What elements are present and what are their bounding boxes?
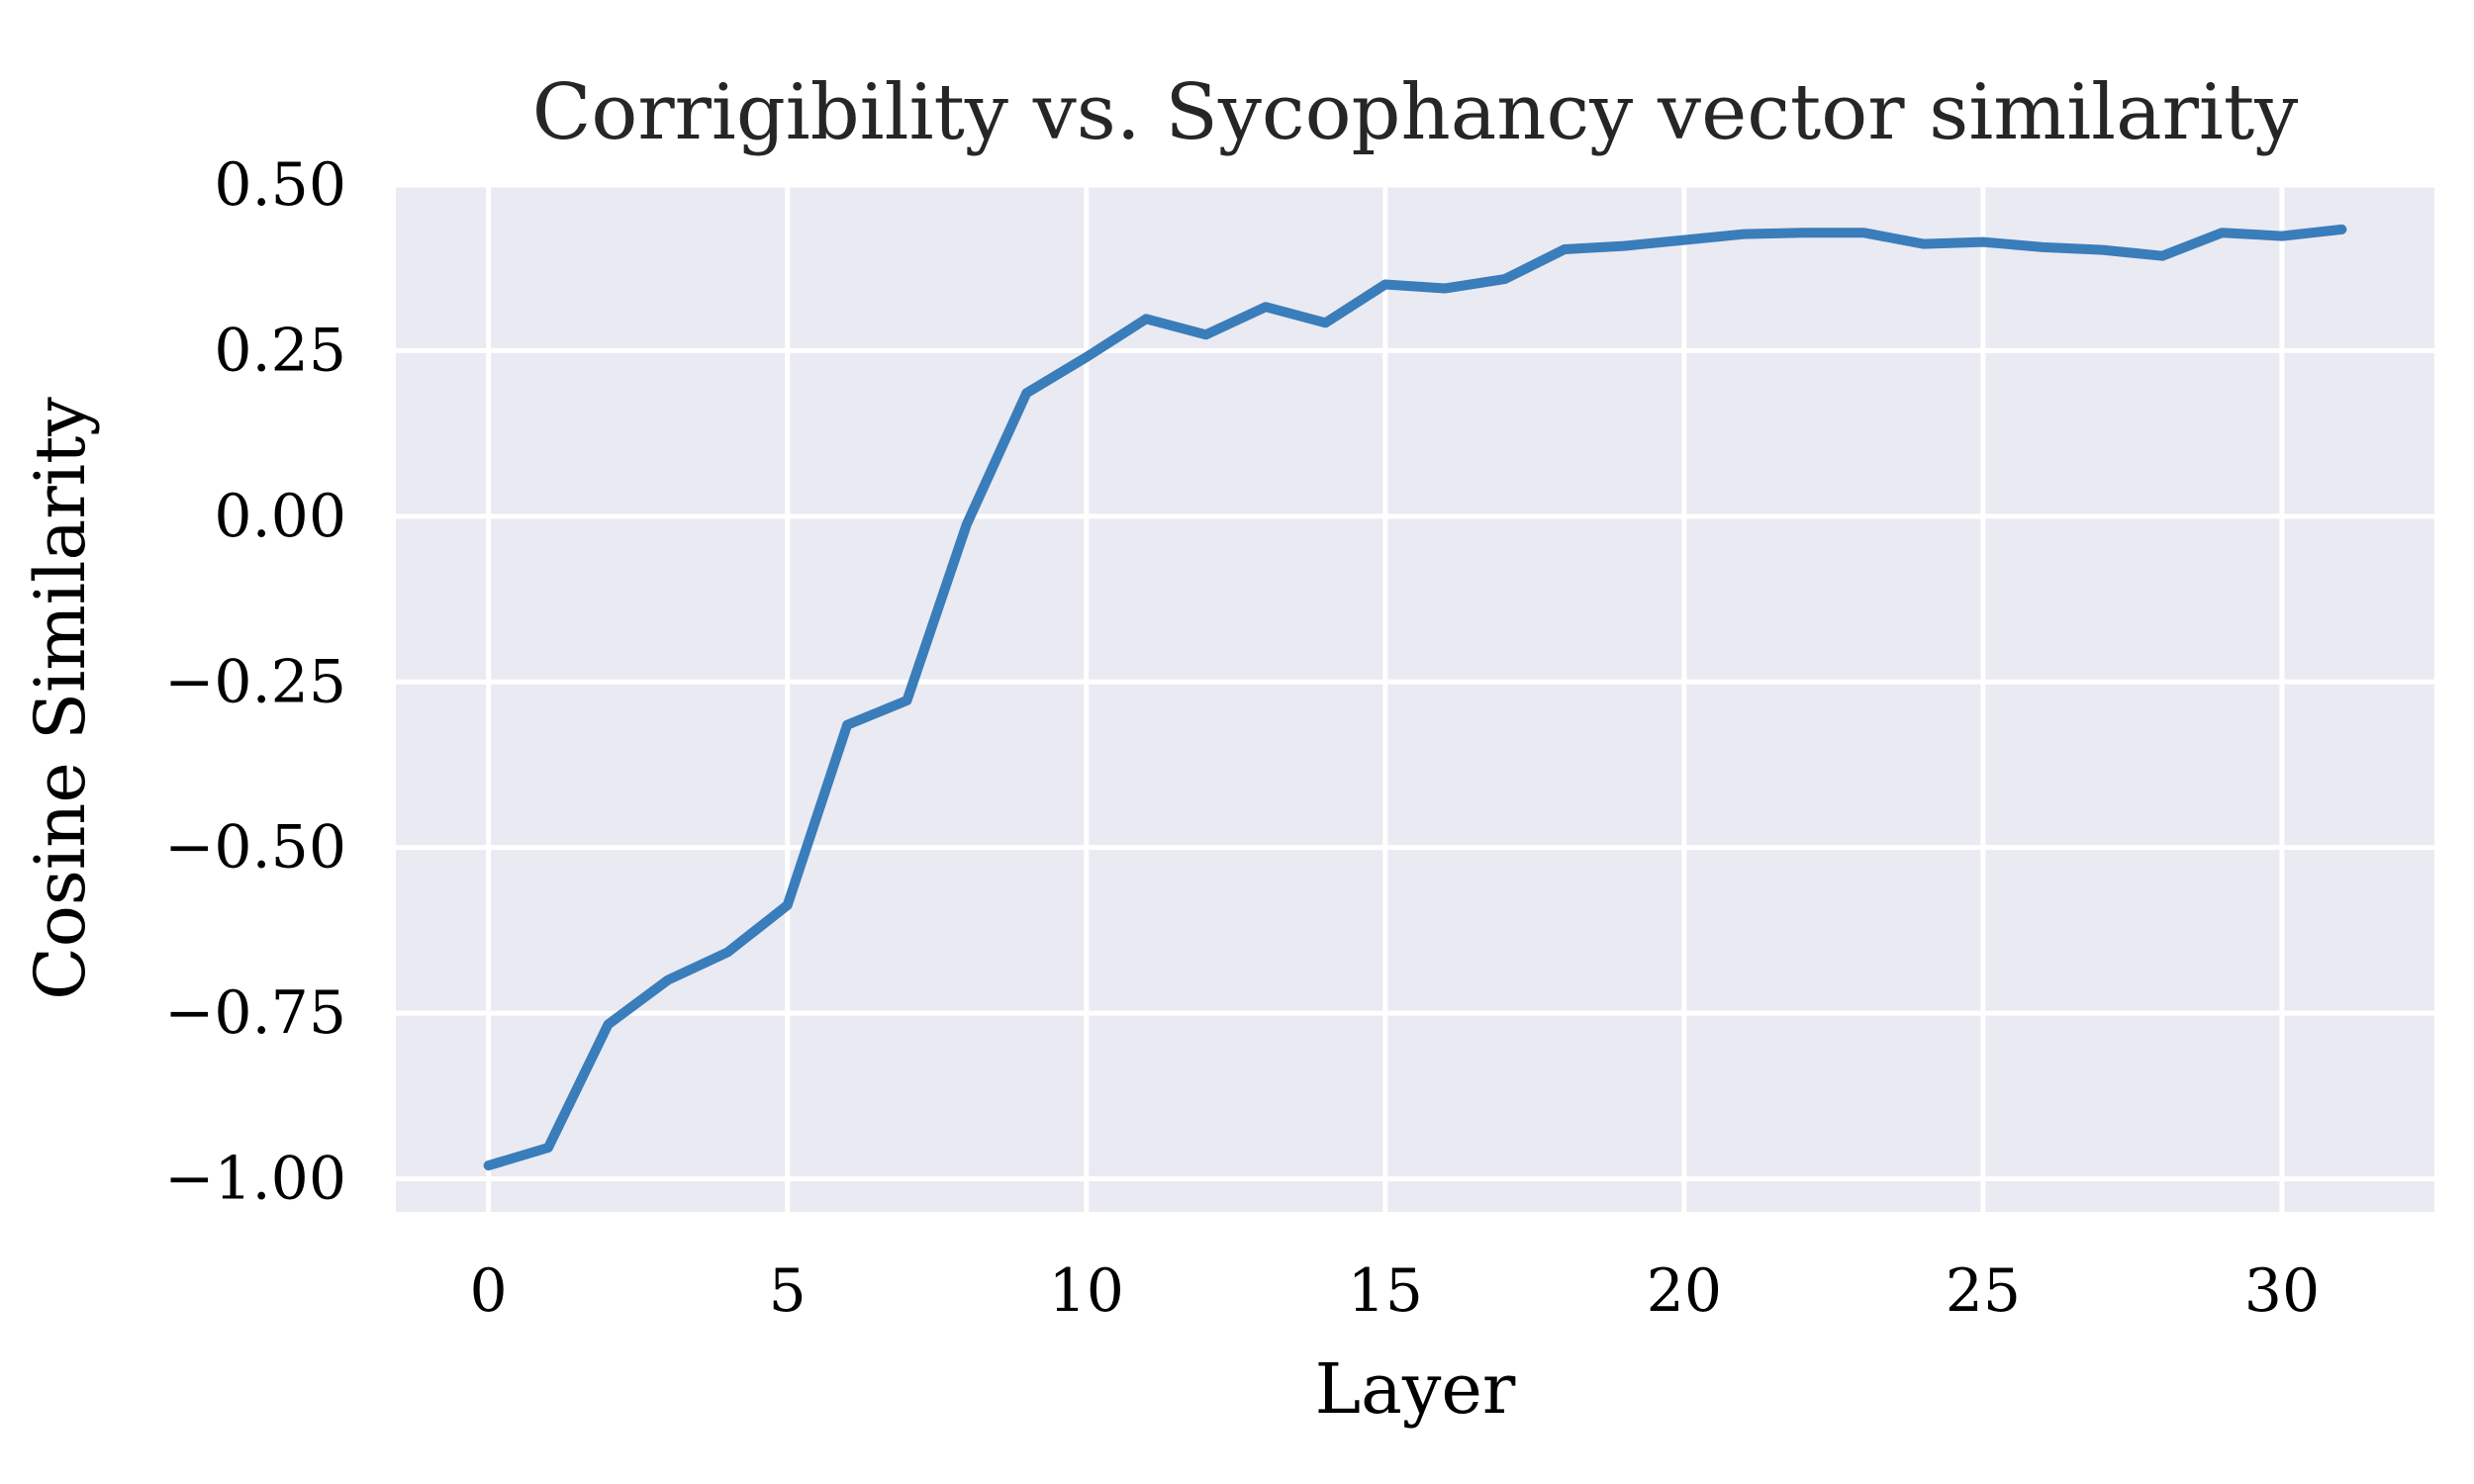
y-tick-label: 0.50	[214, 150, 346, 220]
x-tick-label: 5	[769, 1256, 807, 1326]
y-tick-labels: 0.50 0.25 0.00 −0.25 −0.50 −0.75 −1.00	[164, 150, 346, 1214]
x-tick-label: 25	[1946, 1256, 2021, 1326]
x-tick-label: 0	[470, 1256, 508, 1326]
chart-title: Corrigibility vs. Sycophancy vector simi…	[532, 68, 2299, 157]
y-tick-label: −1.00	[164, 1145, 346, 1214]
x-tick-label: 30	[2244, 1256, 2320, 1326]
y-tick-label: −0.75	[164, 978, 346, 1048]
series-layer	[483, 224, 2347, 1171]
x-tick-labels: 0 5 10 15 20 25 30	[470, 1256, 2321, 1326]
x-axis-label: Layer	[1315, 1348, 1516, 1430]
x-tick-label: 10	[1049, 1256, 1124, 1326]
y-tick-label: −0.50	[164, 813, 346, 882]
y-tick-label: 0.00	[214, 482, 346, 551]
x-gridlines	[486, 185, 2285, 1212]
y-gridlines	[396, 182, 2434, 1182]
series-line	[483, 224, 2347, 1171]
x-tick-label: 20	[1647, 1256, 1722, 1326]
y-axis-label: Cosine Similarity	[20, 397, 101, 1000]
y-tick-label: 0.25	[214, 316, 346, 385]
y-tick-label: −0.25	[164, 647, 346, 716]
x-tick-label: 15	[1348, 1256, 1423, 1326]
plot-area	[396, 185, 2434, 1212]
